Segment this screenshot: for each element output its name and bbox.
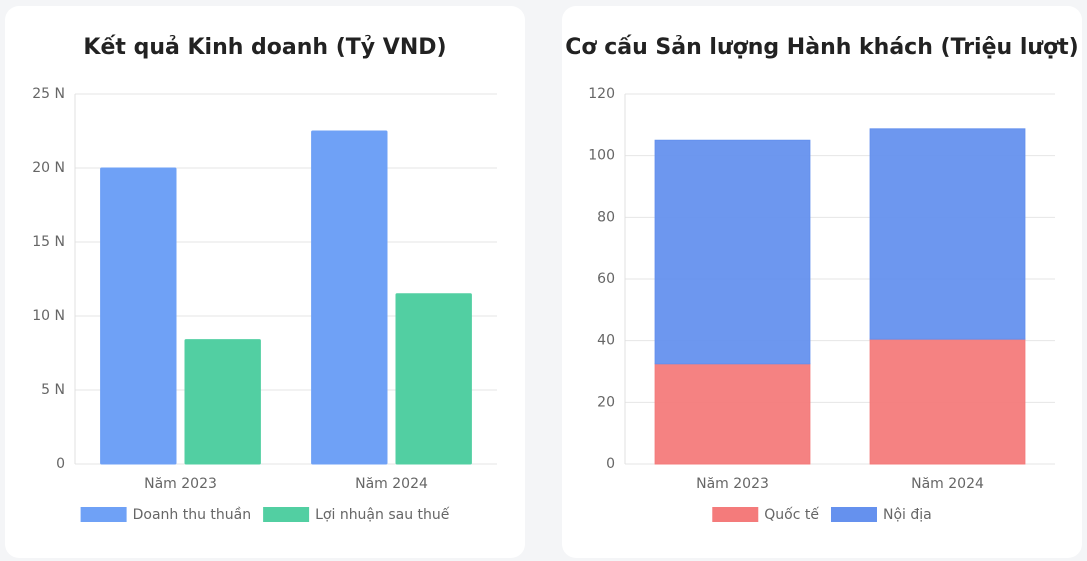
bar — [184, 339, 261, 465]
y-tick-label: 25 N — [32, 86, 65, 102]
bar — [311, 130, 388, 465]
legend-swatch — [263, 507, 310, 522]
y-tick-label: 20 N — [32, 160, 65, 176]
x-tick-label: Năm 2024 — [355, 476, 428, 492]
y-tick-label: 40 — [597, 333, 615, 349]
y-tick-label: 120 — [588, 86, 615, 102]
bar-segment — [654, 363, 811, 465]
y-tick-label: 20 — [597, 394, 615, 410]
legend-swatch — [80, 507, 127, 522]
y-tick-label: 0 — [606, 456, 615, 472]
bar-segment — [869, 128, 1026, 340]
y-tick-label: 100 — [588, 148, 615, 164]
bar — [100, 167, 177, 465]
y-tick-label: 10 N — [32, 308, 65, 324]
bar-segment — [654, 139, 811, 365]
card — [5, 6, 525, 558]
x-tick-label: Năm 2023 — [144, 476, 217, 492]
legend-label: Quốc tế — [764, 506, 819, 523]
x-tick-label: Năm 2023 — [696, 476, 769, 492]
y-tick-label: 60 — [597, 271, 615, 287]
chart-title: Cơ cấu Sản lượng Hành khách (Triệu lượt) — [565, 35, 1078, 60]
y-tick-label: 5 N — [41, 382, 65, 398]
bar — [395, 293, 472, 465]
legend-label: Doanh thu thuần — [133, 507, 252, 523]
y-tick-label: 0 — [56, 456, 65, 472]
legend-swatch — [830, 507, 877, 522]
legend-label: Nội địa — [883, 507, 932, 523]
x-tick-label: Năm 2024 — [911, 476, 984, 492]
y-tick-label: 80 — [597, 209, 615, 225]
chart-title: Kết quả Kinh doanh (Tỷ VND) — [83, 35, 446, 60]
legend-label: Lợi nhuận sau thuế — [315, 506, 450, 523]
y-tick-label: 15 N — [32, 234, 65, 250]
bar-segment — [869, 338, 1026, 465]
legend-swatch — [712, 507, 759, 522]
